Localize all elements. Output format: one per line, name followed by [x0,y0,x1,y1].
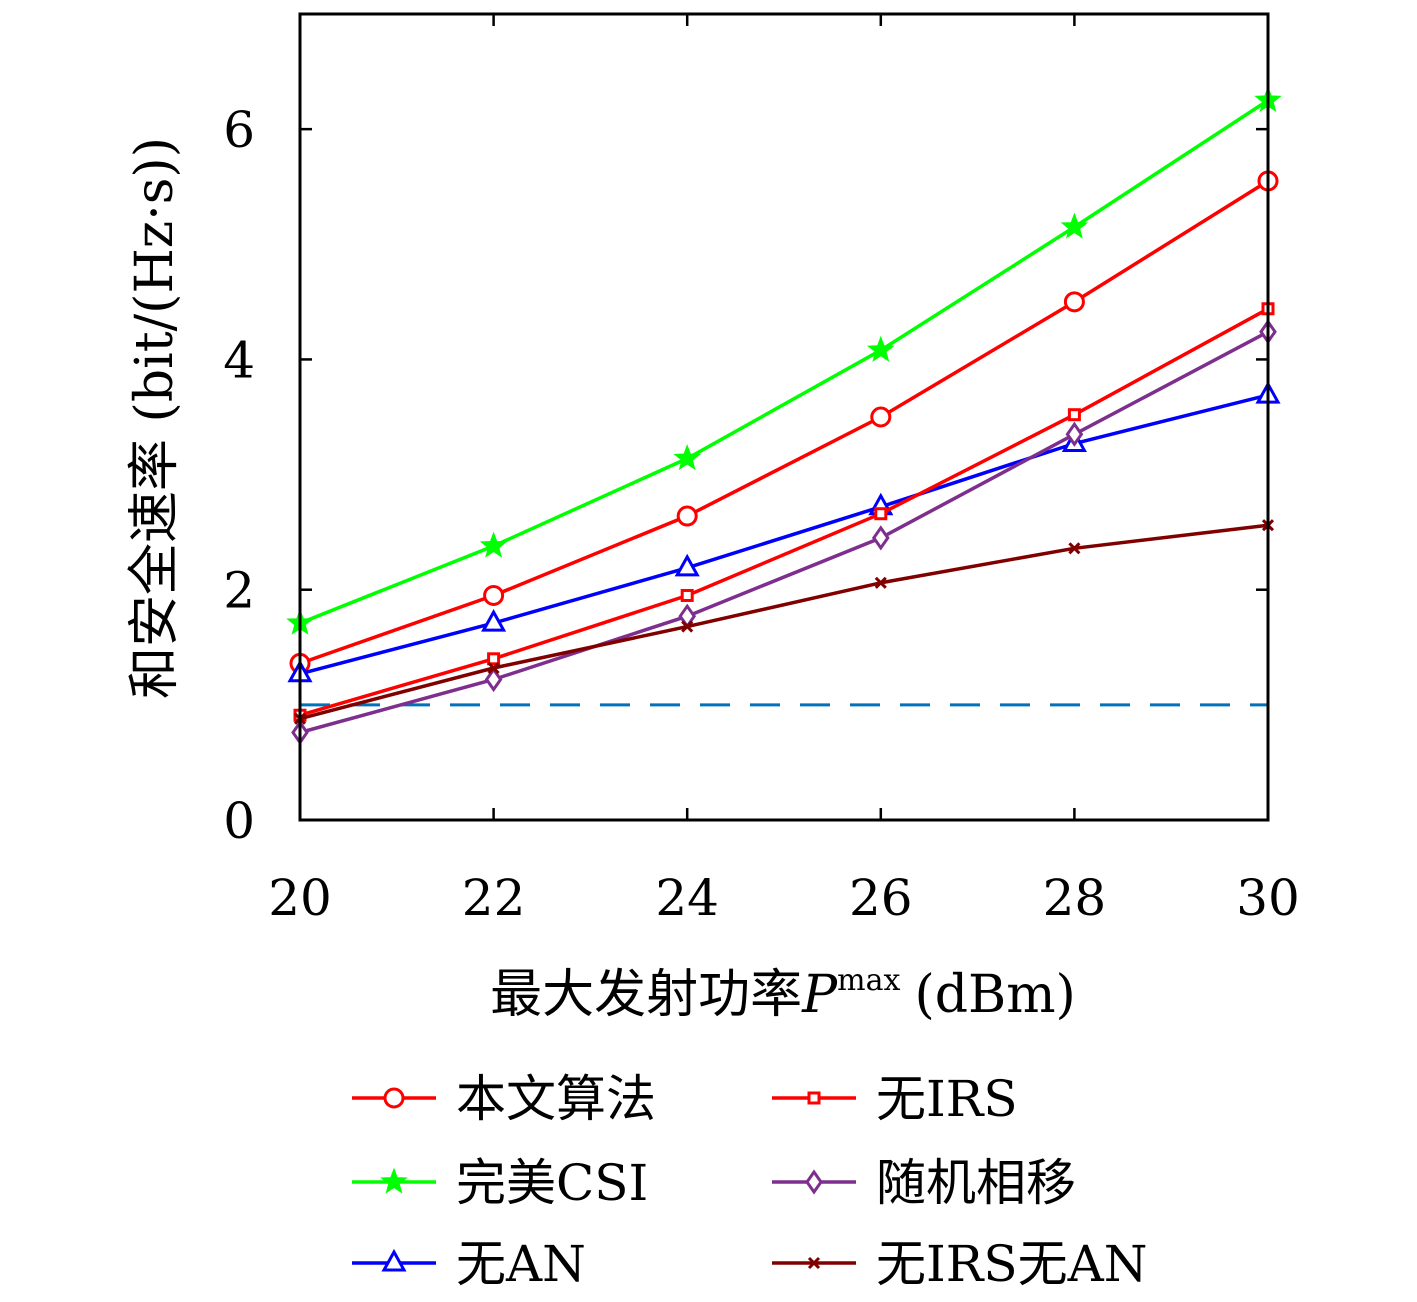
legend-marker [807,1256,821,1270]
data-point [481,609,507,632]
axes-frame [298,12,1270,822]
x-tick-label: 24 [655,869,719,927]
y-tick-label: 0 [223,792,255,850]
legend-label: 本文算法 [456,1070,656,1128]
data-point [483,584,505,606]
data-point [874,507,888,521]
y-tick-label: 2 [223,562,255,620]
data-point [1060,212,1089,239]
legend-entry: 随机相移 [772,1154,1076,1212]
series-2 [287,381,1281,683]
legend-marker [380,1167,408,1194]
data-point [487,661,500,675]
x-tick-label: 20 [268,869,332,927]
legend-label: 无IRS [876,1070,1018,1128]
x-axis-label-unit: (dBm) [914,965,1075,1025]
legend-marker [805,1169,823,1195]
x-tick-label: 26 [849,869,913,927]
legend-marker [383,1087,405,1109]
series-line [299,98,1269,625]
series-line [299,179,1269,666]
legend-marker [807,1091,821,1105]
series-line [299,330,1269,735]
data-point [870,406,892,428]
data-point [484,666,503,693]
x-tick-label: 30 [1236,869,1300,927]
data-point [674,553,700,577]
series-line [299,307,1269,717]
plot-area [286,85,1282,746]
legend-entry: 完美CSI [352,1154,648,1212]
data-point [871,525,890,551]
x-tick-label: 28 [1043,869,1107,927]
data-point [681,620,694,633]
data-point [1065,421,1084,447]
x-axis-label-superscript: max [837,963,900,998]
series-5 [293,519,1275,725]
data-point [874,576,887,589]
data-point [1068,542,1081,555]
data-point [487,652,501,666]
x-axis-label-symbol: P [801,965,838,1025]
series-0 [289,170,1279,674]
legend-label: 完美CSI [456,1154,648,1212]
data-point [867,335,895,362]
legend-label: 无AN [456,1235,586,1293]
y-axis-label: 和安全速率 (bit/(Hz·s)) [125,137,185,699]
data-point [673,444,701,471]
series-4 [291,319,1277,746]
data-point [479,531,508,558]
series-1 [286,85,1282,635]
legend-entry: 无IRS无AN [772,1235,1148,1293]
x-axis-label: 最大发射功率Pmax (dBm) [490,963,1076,1025]
y-tick-label: 6 [223,101,255,159]
legend-label: 随机相移 [876,1154,1076,1212]
series-line [299,523,1269,721]
data-point [680,588,694,602]
legend-marker [381,1248,407,1272]
y-tick-label: 4 [223,331,255,389]
legend-entry: 无IRS [772,1070,1018,1128]
data-point [1067,408,1081,422]
x-tick-label: 22 [462,869,526,927]
legend-entry: 无AN [352,1235,586,1293]
x-axis-label-main: 最大发射功率 [490,965,802,1025]
legend-entry: 本文算法 [352,1070,656,1128]
data-point [1063,291,1085,313]
legend-label: 无IRS无AN [876,1235,1148,1293]
series-3 [293,302,1275,722]
series-line [299,393,1269,676]
data-point [676,505,698,527]
